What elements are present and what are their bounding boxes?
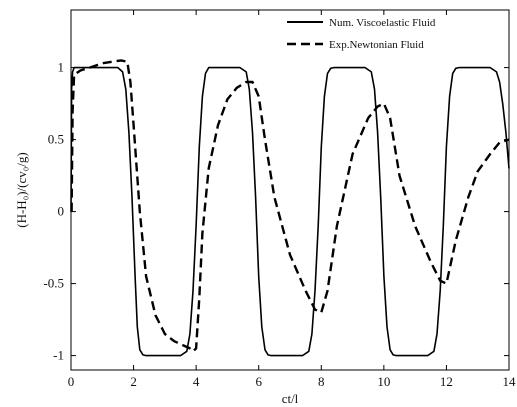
x-tick-label: 4 (193, 374, 200, 389)
series-line-exp-newtonian (70, 59, 510, 353)
x-tick-label: 0 (68, 374, 75, 389)
legend-label-exp-newtonian: Exp.Newtonian Fluid (329, 39, 424, 51)
y-tick-label: -1 (53, 348, 64, 363)
plot-area (70, 59, 510, 357)
plot-frame (70, 9, 510, 371)
x-tick-label: 6 (255, 374, 262, 389)
series-line-num-viscoelastic (70, 66, 510, 357)
y-tick-label: -0.5 (43, 276, 64, 291)
x-tick-label: 2 (130, 374, 137, 389)
legend-label-num-viscoelastic: Num. Viscoelastic Fluid (329, 17, 436, 29)
x-tick-label: 12 (440, 374, 453, 389)
x-tick-label: 10 (377, 374, 390, 389)
x-tick-label: 14 (503, 374, 517, 389)
x-tick-label: 8 (318, 374, 325, 389)
ticks: 0 2 4 6 8 10 12 14 -1 -0.5 0 0.5 1 (43, 10, 516, 389)
y-tick-label: 1 (58, 60, 65, 75)
y-tick-label: 0 (58, 204, 65, 219)
y-axis-label: (H-H₀)/(cv₀/g) (14, 152, 29, 227)
x-axis-label: ct/l (282, 391, 299, 406)
y-tick-label: 0.5 (48, 132, 64, 147)
legend: Num. Viscoelastic Fluid Exp.Newtonian Fl… (287, 17, 436, 51)
